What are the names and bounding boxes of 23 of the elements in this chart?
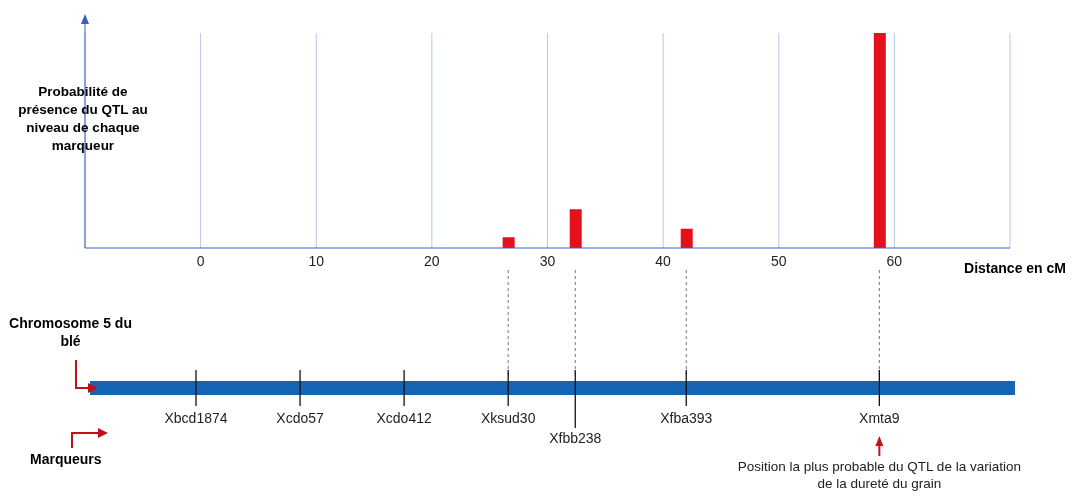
text: Chromosome 5 du blé (8, 314, 133, 350)
text: Xbcd1874 (163, 410, 229, 426)
text: Xcdo57 (275, 410, 325, 426)
bar (502, 237, 515, 248)
x-tick-label: 0 (196, 252, 205, 269)
annotation: Xfba393 (659, 410, 714, 426)
x-tick-label: 10 (308, 252, 325, 269)
x-tick-label: 60 (886, 252, 903, 269)
bar (680, 228, 693, 248)
text: Xcdo412 (375, 410, 433, 426)
annotation: Xmta9 (858, 410, 901, 426)
x-axis-title: Distance en cM (964, 260, 1066, 276)
annotation: Xfbb238 (548, 430, 603, 446)
y-axis-title: Probabilité de présence du QTL au niveau de chaque marqueur (17, 83, 149, 155)
x-tick-label: 50 (770, 252, 787, 269)
annotation: Xksud30 (479, 410, 537, 426)
bar (873, 33, 886, 248)
x-tick-label: 20 (424, 252, 440, 269)
annotation: Position la plus probable du QTL de la variation de la dureté du grain (736, 458, 1022, 492)
x-tick-label: 40 (655, 252, 672, 269)
text: Marqueurs (30, 451, 102, 467)
bar (569, 209, 582, 248)
x-tick-label: 30 (539, 252, 556, 269)
